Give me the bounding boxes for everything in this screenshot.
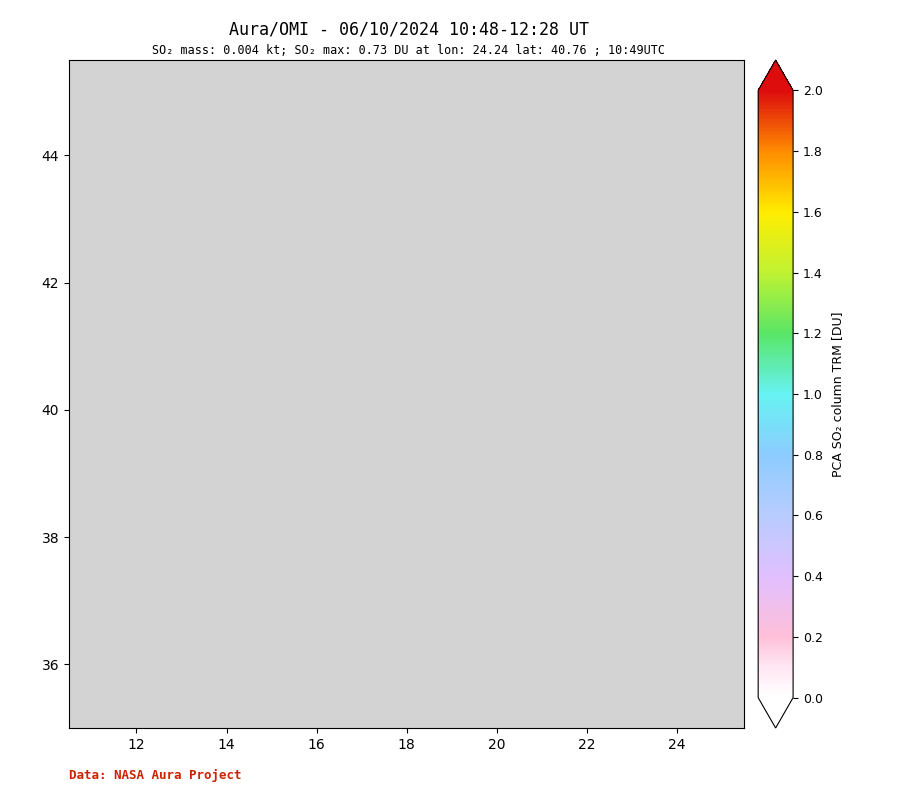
Text: Aura/OMI - 06/10/2024 10:48-12:28 UT: Aura/OMI - 06/10/2024 10:48-12:28 UT	[229, 20, 589, 38]
Text: Data: NASA Aura Project: Data: NASA Aura Project	[69, 770, 242, 782]
PathPatch shape	[758, 60, 793, 90]
Y-axis label: PCA SO₂ column TRM [DU]: PCA SO₂ column TRM [DU]	[831, 311, 845, 477]
PathPatch shape	[758, 698, 793, 728]
Text: SO₂ mass: 0.004 kt; SO₂ max: 0.73 DU at lon: 24.24 lat: 40.76 ; 10:49UTC: SO₂ mass: 0.004 kt; SO₂ max: 0.73 DU at …	[153, 44, 665, 57]
